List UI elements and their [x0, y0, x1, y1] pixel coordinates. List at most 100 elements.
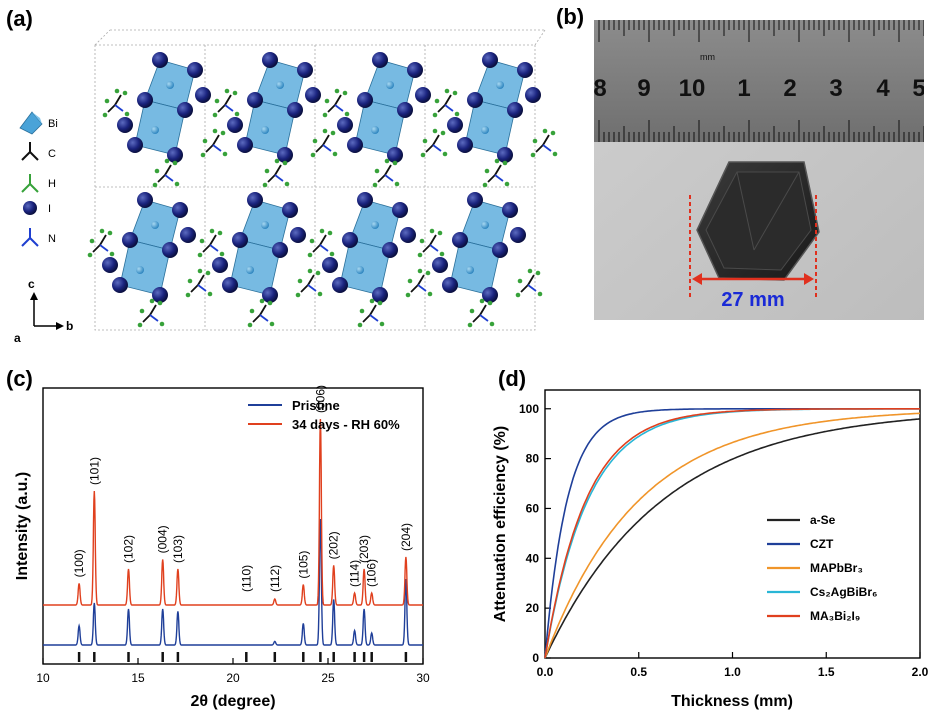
- unit-cell-3: [322, 52, 448, 188]
- attenuation-y-tick-label: 0: [532, 651, 539, 665]
- unit-cell-4: [432, 52, 558, 188]
- iodine-atom: [122, 232, 138, 248]
- bismuth-atom: [496, 81, 504, 89]
- iodine-atom: [152, 287, 168, 303]
- attenuation-x-tick-label: 0.0: [537, 665, 554, 679]
- xrd-series-pristine: [43, 518, 423, 646]
- ruler-ticks: [598, 20, 924, 142]
- crystal-photo: mm 8 9 10 1 2 3 4 5 27 mm: [594, 20, 924, 320]
- iodine-atom: [262, 287, 278, 303]
- iodine-atom: [262, 52, 278, 68]
- legend-i-icon: [23, 201, 37, 215]
- iodine-atom: [112, 277, 128, 293]
- iodine-atom: [357, 192, 373, 208]
- xrd-reference-ticks: [77, 652, 408, 662]
- methylammonium-cation: [152, 158, 180, 188]
- legend-text-pristine: Pristine: [292, 398, 340, 413]
- attenuation-series-line: [544, 408, 920, 659]
- iodine-atom: [525, 87, 541, 103]
- iodine-atom: [372, 287, 388, 303]
- iodine-atom: [502, 202, 518, 218]
- attenuation-legend-text: MA₃Bi₂I₉: [810, 609, 860, 623]
- iodine-atom: [232, 232, 248, 248]
- attenuation-series: [544, 408, 921, 659]
- methylammonium-cation: [247, 298, 275, 328]
- methylammonium-cation: [262, 158, 290, 188]
- unit-cell-2: [212, 52, 338, 188]
- iodine-atom: [117, 117, 133, 133]
- attenuation-y-tick-label: 60: [526, 501, 540, 515]
- attenuation-legend-text: MAPbBr₃: [810, 561, 863, 575]
- bismuth-atom: [371, 221, 379, 229]
- iodine-atom: [282, 202, 298, 218]
- methylammonium-cation: [482, 158, 510, 188]
- bismuth-atom: [371, 126, 379, 134]
- ruler-number: 4: [876, 75, 890, 102]
- iodine-atom: [415, 87, 431, 103]
- iodine-atom: [277, 147, 293, 163]
- iodine-atom: [452, 232, 468, 248]
- bismuth-atom: [481, 126, 489, 134]
- iodine-atom: [482, 52, 498, 68]
- methylammonium-cation: [87, 228, 115, 258]
- attenuation-y-axis-label: Attenuation efficiency (%): [492, 426, 509, 622]
- iodine-atom: [287, 102, 303, 118]
- bismuth-atom: [166, 81, 174, 89]
- iodine-atom: [102, 257, 118, 273]
- iodine-atom: [382, 242, 398, 258]
- iodine-atom: [467, 92, 483, 108]
- methylammonium-cation: [307, 228, 335, 258]
- methylammonium-cation: [295, 268, 323, 298]
- attenuation-series-line: [544, 412, 921, 659]
- ruler-number: 2: [783, 75, 796, 102]
- iodine-atom: [272, 242, 288, 258]
- legend-h-label: H: [48, 178, 56, 190]
- attenuation-legend-text: CZT: [810, 537, 834, 551]
- axis-b-label: b: [66, 319, 73, 333]
- xrd-y-axis-label: Intensity (a.u.): [14, 472, 31, 580]
- methylammonium-cation: [467, 298, 495, 328]
- iodine-atom: [152, 52, 168, 68]
- xrd-x-tick-label: 25: [321, 671, 335, 685]
- iodine-atom: [305, 87, 321, 103]
- attenuation-legend-text: Cs₂AgBiBr₆: [810, 585, 877, 599]
- xrd-peak-label: (102): [122, 535, 136, 563]
- xrd-x-tick-label: 10: [36, 671, 50, 685]
- xrd-peak-label: (103): [171, 535, 185, 563]
- xrd-peak-label: (110): [239, 565, 253, 592]
- ruler-number: 9: [637, 75, 650, 102]
- xrd-peak-label: (006): [313, 385, 327, 413]
- iodine-atom: [127, 137, 143, 153]
- crystal-structure-panel: Bi C H I N c a b: [14, 29, 558, 345]
- methylammonium-cation: [197, 228, 225, 258]
- methylammonium-cation: [405, 268, 433, 298]
- attenuation-y-tick-label: 100: [519, 402, 539, 416]
- methylammonium-cation: [417, 228, 445, 258]
- methylammonium-cation: [212, 88, 240, 118]
- axis-c-label: c: [28, 277, 35, 291]
- attenuation-y-tick-label: 80: [526, 452, 540, 466]
- iodine-atom: [372, 52, 388, 68]
- unit-cell-6: [197, 192, 323, 328]
- iodine-atom: [467, 192, 483, 208]
- iodine-atom: [432, 257, 448, 273]
- iodine-atom: [172, 202, 188, 218]
- bismuth-atom: [261, 221, 269, 229]
- xrd-x-tick-label: 20: [226, 671, 240, 685]
- iodine-atom: [497, 147, 513, 163]
- methylammonium-cation: [137, 298, 165, 328]
- attenuation-series-line: [544, 418, 921, 659]
- iodine-atom: [400, 227, 416, 243]
- legend-c-icon: [21, 142, 39, 161]
- unit-cell-8: [417, 192, 543, 328]
- bismuth-atom: [276, 81, 284, 89]
- methylammonium-cation: [200, 128, 228, 158]
- iodine-atom: [507, 102, 523, 118]
- iodine-atom: [222, 277, 238, 293]
- attenuation-y-ticks: 0 20 40 60 80 100: [519, 402, 551, 665]
- legend-n-label: N: [48, 233, 56, 245]
- methylammonium-cation: [515, 268, 543, 298]
- legend-text-aged: 34 days - RH 60%: [292, 417, 400, 432]
- xrd-peak-labels: (100) (101) (102) (004) (103) (110) (112) (105)…: [72, 385, 413, 592]
- iodine-atom: [347, 137, 363, 153]
